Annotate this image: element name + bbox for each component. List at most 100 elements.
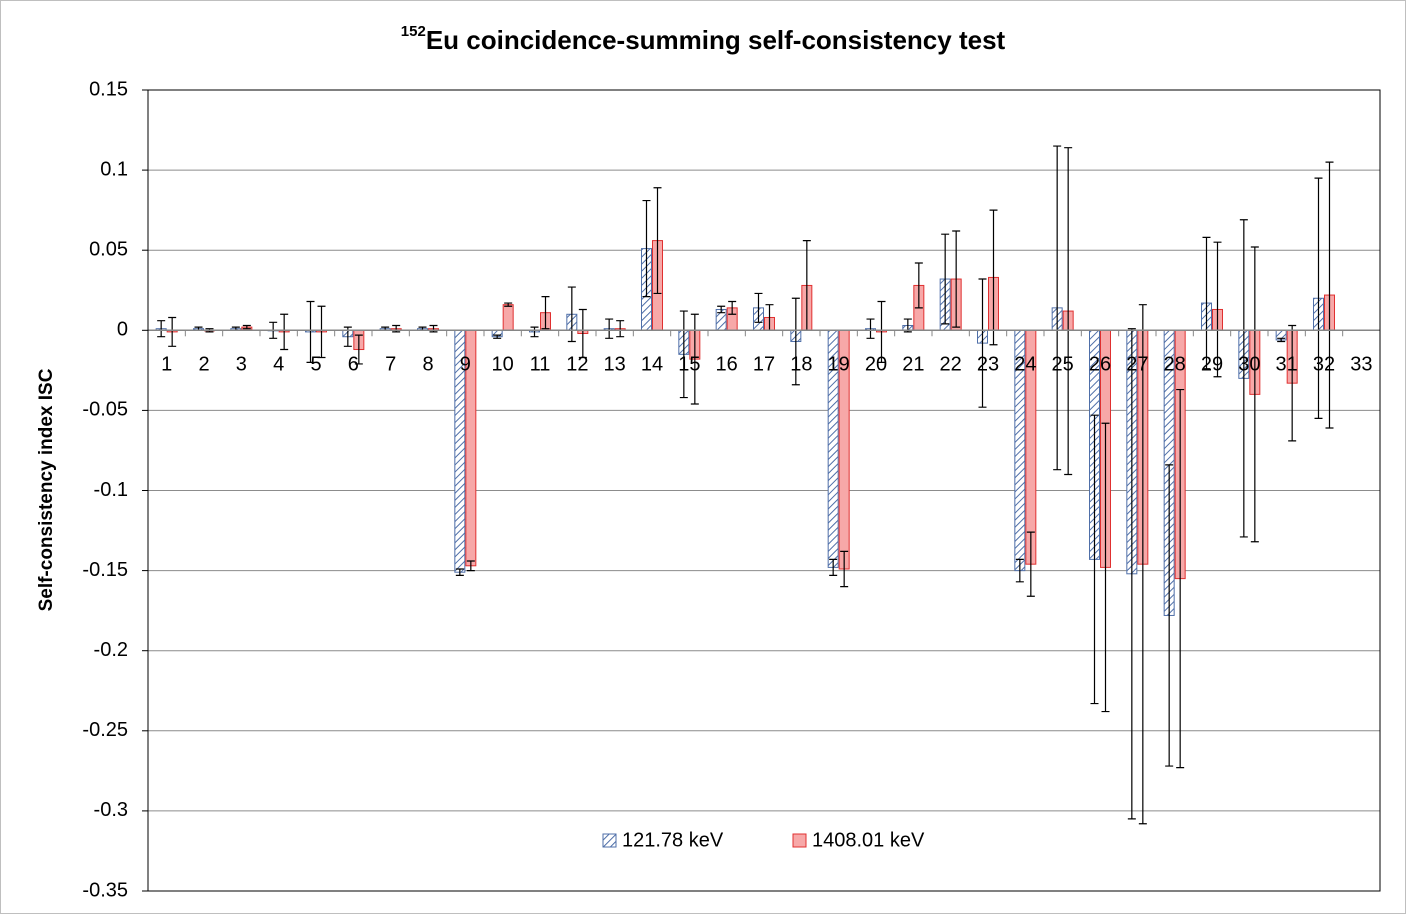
y-tick-label: -0.1 [94, 479, 128, 501]
error-bar [280, 313, 289, 351]
error-bar [1026, 531, 1035, 597]
error-bar [1213, 241, 1222, 378]
error-bar [157, 320, 166, 338]
x-tick-label: 27 [1126, 354, 1148, 376]
x-tick-label: 11 [530, 354, 551, 376]
x-tick-label: 6 [348, 354, 359, 376]
y-axis-label: Self-consistency index ISC [36, 368, 57, 611]
bar [502, 304, 514, 331]
x-tick-label: 9 [460, 354, 471, 376]
error-bar [168, 316, 177, 347]
error-bar [866, 318, 875, 339]
x-tick-label: 21 [902, 354, 924, 376]
error-bar [791, 297, 800, 386]
x-tick-label: 18 [790, 354, 812, 376]
title-superscript: 152 [401, 23, 426, 40]
error-bar [616, 320, 625, 338]
error-bar [978, 278, 987, 408]
x-tick-label: 16 [716, 354, 738, 376]
error-bar [717, 305, 726, 314]
plot-border [147, 89, 1381, 892]
y-tick-label: -0.25 [82, 719, 128, 741]
x-tick-label: 5 [310, 354, 321, 376]
legend-swatch [792, 833, 807, 848]
x-tick-label: 23 [977, 354, 999, 376]
error-bar [466, 560, 475, 572]
legend-swatch [602, 833, 617, 848]
error-bar [1165, 464, 1174, 767]
y-tick-label: -0.2 [94, 639, 128, 661]
error-bar [989, 209, 998, 346]
x-tick-label: 26 [1089, 354, 1111, 376]
x-tick-label: 14 [641, 354, 663, 376]
x-tick-label: 3 [236, 354, 247, 376]
error-bar [840, 550, 849, 588]
error-bar [829, 558, 838, 577]
x-tick-label: 30 [1238, 354, 1260, 376]
error-bar [242, 324, 251, 330]
x-tick-label: 29 [1201, 354, 1223, 376]
error-bar [642, 199, 651, 298]
error-bar [1015, 558, 1024, 583]
error-bar [690, 313, 699, 405]
x-tick-label: 20 [865, 354, 887, 376]
x-tick-label: 31 [1276, 354, 1298, 376]
legend-label: 1408.01 keV [812, 829, 925, 851]
x-tick-label: 2 [198, 354, 209, 376]
error-bar [1277, 337, 1286, 343]
error-bar [504, 302, 513, 307]
x-tick-label: 7 [385, 354, 396, 376]
error-bar [653, 187, 662, 295]
error-bar [455, 568, 464, 577]
error-bar [679, 310, 688, 399]
error-bar [914, 262, 923, 309]
x-tick-label: 13 [604, 354, 626, 376]
y-tick-label: 0 [117, 319, 128, 341]
error-bar [1176, 388, 1185, 769]
x-tick-label: 4 [273, 354, 284, 376]
x-tick-label: 25 [1052, 354, 1074, 376]
error-bar [306, 300, 315, 363]
y-tick-label: -0.15 [82, 559, 128, 581]
error-bar [1064, 147, 1073, 476]
error-bar [754, 292, 763, 323]
x-tick-label: 28 [1164, 354, 1186, 376]
x-tick-label: 10 [492, 354, 514, 376]
error-bar [567, 286, 576, 343]
error-bar [1250, 246, 1259, 543]
y-tick-label: 0.15 [89, 78, 128, 100]
error-bar [1288, 324, 1297, 442]
legend-label: 121.78 keV [622, 829, 724, 851]
error-bar [354, 334, 363, 365]
x-tick-label: 24 [1014, 354, 1036, 376]
error-bar [728, 300, 737, 315]
error-bar [877, 300, 886, 363]
x-tick-label: 19 [828, 354, 850, 376]
error-bar [1202, 236, 1211, 370]
error-bar [1053, 145, 1062, 471]
chart-title: 152Eu coincidence-summing self-consisten… [401, 23, 1006, 55]
x-tick-label: 15 [678, 354, 700, 376]
error-bar [1090, 414, 1099, 705]
error-bar [605, 318, 614, 339]
error-bar [541, 296, 550, 330]
error-bar [952, 230, 961, 328]
y-tick-label: -0.35 [82, 879, 128, 901]
error-bar [530, 326, 539, 338]
x-tick-label: 12 [566, 354, 588, 376]
error-bar [1127, 328, 1136, 820]
title-text: Eu coincidence-summing self-consistency … [426, 25, 1006, 55]
x-tick-label: 17 [753, 354, 775, 376]
error-bar [493, 334, 502, 339]
x-tick-label: 33 [1350, 354, 1372, 376]
y-tick-label: 0.1 [100, 158, 128, 180]
error-bar [578, 308, 587, 359]
x-tick-label: 22 [940, 354, 962, 376]
error-bar [1314, 177, 1323, 420]
error-bar [1239, 219, 1248, 538]
error-bar [941, 233, 950, 325]
error-bar [1101, 422, 1110, 713]
y-tick-label: -0.05 [82, 399, 128, 421]
x-tick-label: 32 [1313, 354, 1335, 376]
